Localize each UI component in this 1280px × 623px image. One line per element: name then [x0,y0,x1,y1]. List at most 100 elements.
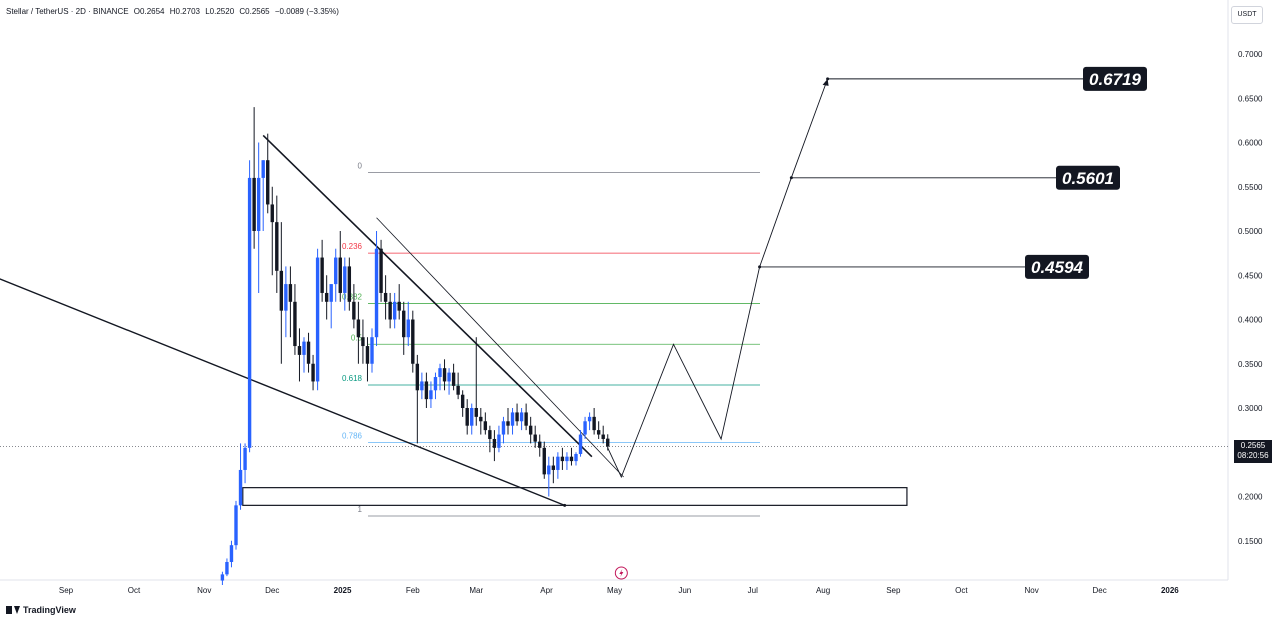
candle-body [578,434,583,455]
y-tick-label: 0.1500 [1238,537,1263,546]
y-tick-label: 0.7000 [1238,50,1263,59]
candle-body [229,545,234,562]
candle-body [343,266,347,293]
candle-body [347,266,352,302]
candle-body [565,456,569,462]
y-tick-label: 0.6000 [1238,139,1263,148]
candle-body [524,412,528,426]
tradingview-brand[interactable]: TradingView [6,605,76,615]
candle-body [302,341,306,355]
candle-body [556,456,560,470]
candle-body [510,412,515,426]
projection-path [607,78,829,479]
candle-body [415,363,420,391]
candle-body [238,469,243,506]
x-tick-label: Nov [197,586,211,595]
candle-body [297,346,302,355]
x-tick-label: Mar [469,586,483,595]
x-tick-label: Oct [128,586,141,595]
x-tick-label: 2025 [334,586,352,595]
candle-body [606,438,610,447]
currency-button[interactable]: USDT [1231,6,1263,24]
candle-body [519,412,524,422]
target-label-box [1025,254,1089,279]
candle-body [560,456,565,462]
candle-body [601,434,605,439]
candle-body [293,301,297,347]
x-tick-label: Sep [59,586,74,595]
x-tick-label: Jun [678,586,691,595]
fib-level-label: 0.236 [342,242,363,251]
y-tick-label: 0.5000 [1238,227,1263,236]
candle-body [515,412,519,422]
candle-body [583,421,587,435]
target-label: 0.6719 [1089,70,1142,89]
x-tick-label: 2026 [1161,586,1179,595]
candle-body [569,456,574,462]
candle-body [456,385,460,395]
candle-body [411,319,415,364]
fib-level-label: 0 [358,162,363,171]
x-tick-label: Aug [816,586,830,595]
candle-body [338,257,342,293]
candle-body [261,160,265,178]
candle-body [379,248,383,293]
candle-body [388,301,392,320]
target-label: 0.5601 [1062,169,1114,188]
chart-header: Stellar / TetherUS · 2D · BINANCE O0.265… [6,7,342,16]
candle-body [270,204,274,223]
x-tick-label: Apr [540,586,553,595]
candle-body [361,337,365,347]
candle-body [474,408,478,417]
candle-body [465,408,469,426]
falling-wedge-inner-line [376,217,624,478]
open-value: O0.2654 [133,7,165,16]
target-label-box [1056,165,1120,190]
candle-body [356,319,361,338]
candle-body [392,301,397,320]
candle-body [533,434,537,442]
lightning-icon [619,569,624,577]
candle-body [234,505,238,546]
candle-body [483,421,488,431]
candle-body [528,425,533,435]
candle-body [225,561,229,575]
candle-body [288,284,293,302]
candle-body [383,292,388,302]
candle-body [252,177,256,231]
y-tick-label: 0.3000 [1238,404,1263,413]
candle-body [592,416,596,431]
demand-zone-box [242,487,908,506]
close-value: C0.2565 [239,7,270,16]
tradingview-logo-icon [6,606,20,614]
current-price-badge: 0.2565 08:20:56 [1234,440,1272,463]
candle-body [275,222,279,271]
candle-body [460,394,465,408]
candle-body [424,381,429,400]
candle-body [479,416,483,422]
candle-body [438,368,442,378]
x-tick-label: Feb [406,586,420,595]
candle-body [324,292,329,302]
candle-body [329,284,333,302]
fib-level-label: 0.618 [342,374,363,383]
falling-wedge-upper-line [262,134,593,458]
y-tick-label: 0.6500 [1238,94,1263,103]
candle-body [320,257,324,293]
x-tick-label: Dec [265,586,279,595]
y-tick-label: 0.2000 [1238,493,1263,502]
candle-body [406,319,410,338]
candle-body [247,177,252,448]
symbol-label[interactable]: Stellar / TetherUS · 2D · BINANCE [6,7,129,16]
candle-body [596,430,601,435]
high-value: H0.2703 [169,7,200,16]
candle-body [470,408,474,426]
x-tick-label: Nov [1024,586,1038,595]
candle-body [447,372,451,382]
change-value: −0.0089 (−3.35%) [274,7,339,16]
candle-body [266,160,270,205]
x-tick-label: Sep [886,586,901,595]
candle-body [433,377,438,391]
current-price-value: 0.2565 [1240,441,1266,450]
